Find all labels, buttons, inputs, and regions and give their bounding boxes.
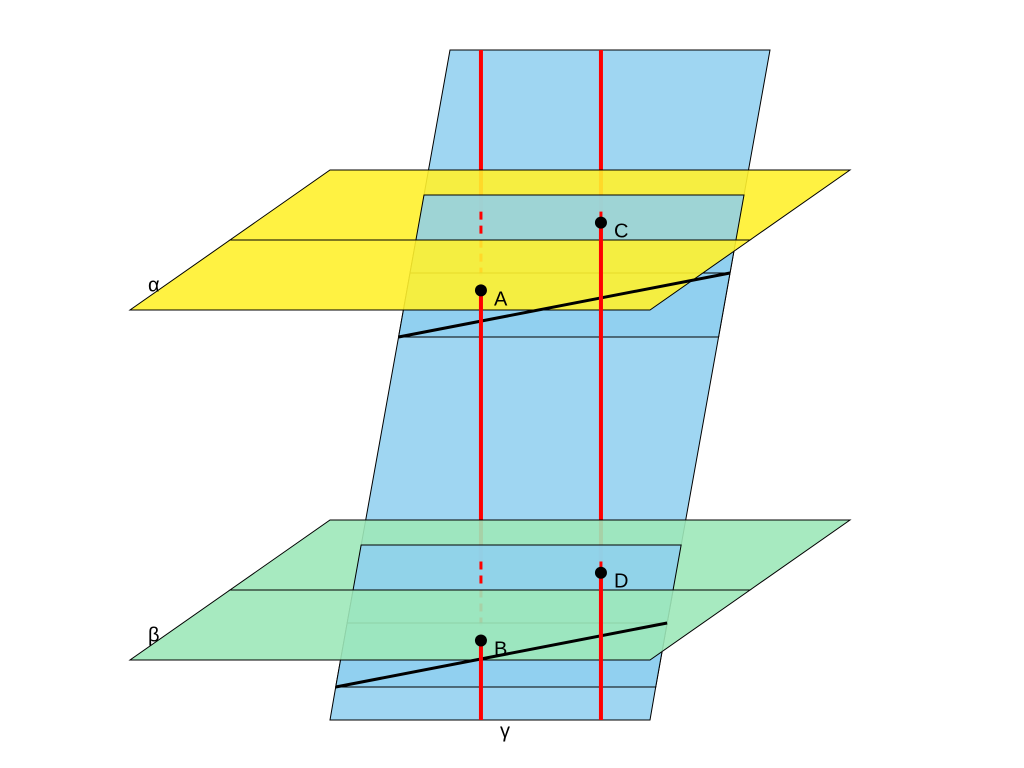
point-d <box>595 567 607 579</box>
point-label-b: B <box>494 639 507 661</box>
point-label-a: A <box>494 289 508 311</box>
plane-label-beta: β <box>148 625 160 647</box>
plane-label-gamma: γ <box>500 721 510 743</box>
plane-alpha-front <box>130 240 750 310</box>
plane-label-alpha: α <box>148 275 160 297</box>
point-label-d: D <box>614 571 628 593</box>
point-c <box>595 217 607 229</box>
geometry-diagram: A B C Dα β γ <box>0 0 1024 768</box>
point-b <box>475 635 487 647</box>
plane-gamma-bottom <box>330 687 656 720</box>
point-a <box>475 284 487 296</box>
point-label-c: C <box>614 221 628 243</box>
